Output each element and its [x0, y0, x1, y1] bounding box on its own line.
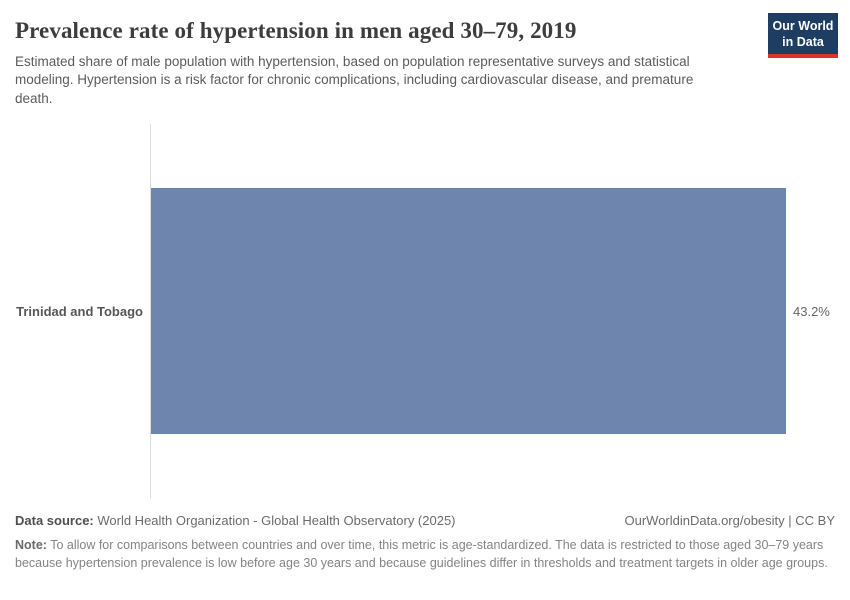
data-source-text: World Health Organization - Global Healt…	[93, 513, 456, 528]
chart-plot-area: Trinidad and Tobago 43.2%	[0, 124, 850, 498]
bar-value-label: 43.2%	[793, 303, 830, 319]
bar-chart: Trinidad and Tobago 43.2%	[0, 124, 850, 498]
owid-logo: Our World in Data	[768, 13, 838, 59]
footnote-text: To allow for comparisons between countri…	[15, 538, 828, 571]
chart-title: Prevalence rate of hypertension in men a…	[15, 18, 577, 43]
bars-column: 43.2%	[150, 124, 850, 498]
bar-entity-label: Trinidad and Tobago	[16, 303, 143, 319]
chart-subtitle: Estimated share of male population with …	[15, 54, 694, 106]
chart-header: Prevalence rate of hypertension in men a…	[0, 0, 850, 108]
data-source-label: Data source:	[15, 513, 94, 528]
entity-labels-column: Trinidad and Tobago	[0, 124, 150, 498]
owid-logo-line1: Our World	[772, 19, 834, 33]
data-source: Data source: World Health Organization -…	[15, 513, 456, 528]
bar-row: 43.2%	[151, 124, 850, 498]
footnote: Note: To allow for comparisons between c…	[15, 536, 835, 572]
source-row: Data source: World Health Organization -…	[15, 513, 835, 528]
owid-logo-line2: in Data	[782, 34, 824, 49]
chart-footer: Data source: World Health Organization -…	[15, 513, 835, 572]
bar[interactable]	[151, 187, 786, 435]
attribution-link[interactable]: OurWorldinData.org/obesity | CC BY	[624, 513, 836, 528]
footnote-label: Note:	[15, 538, 47, 552]
